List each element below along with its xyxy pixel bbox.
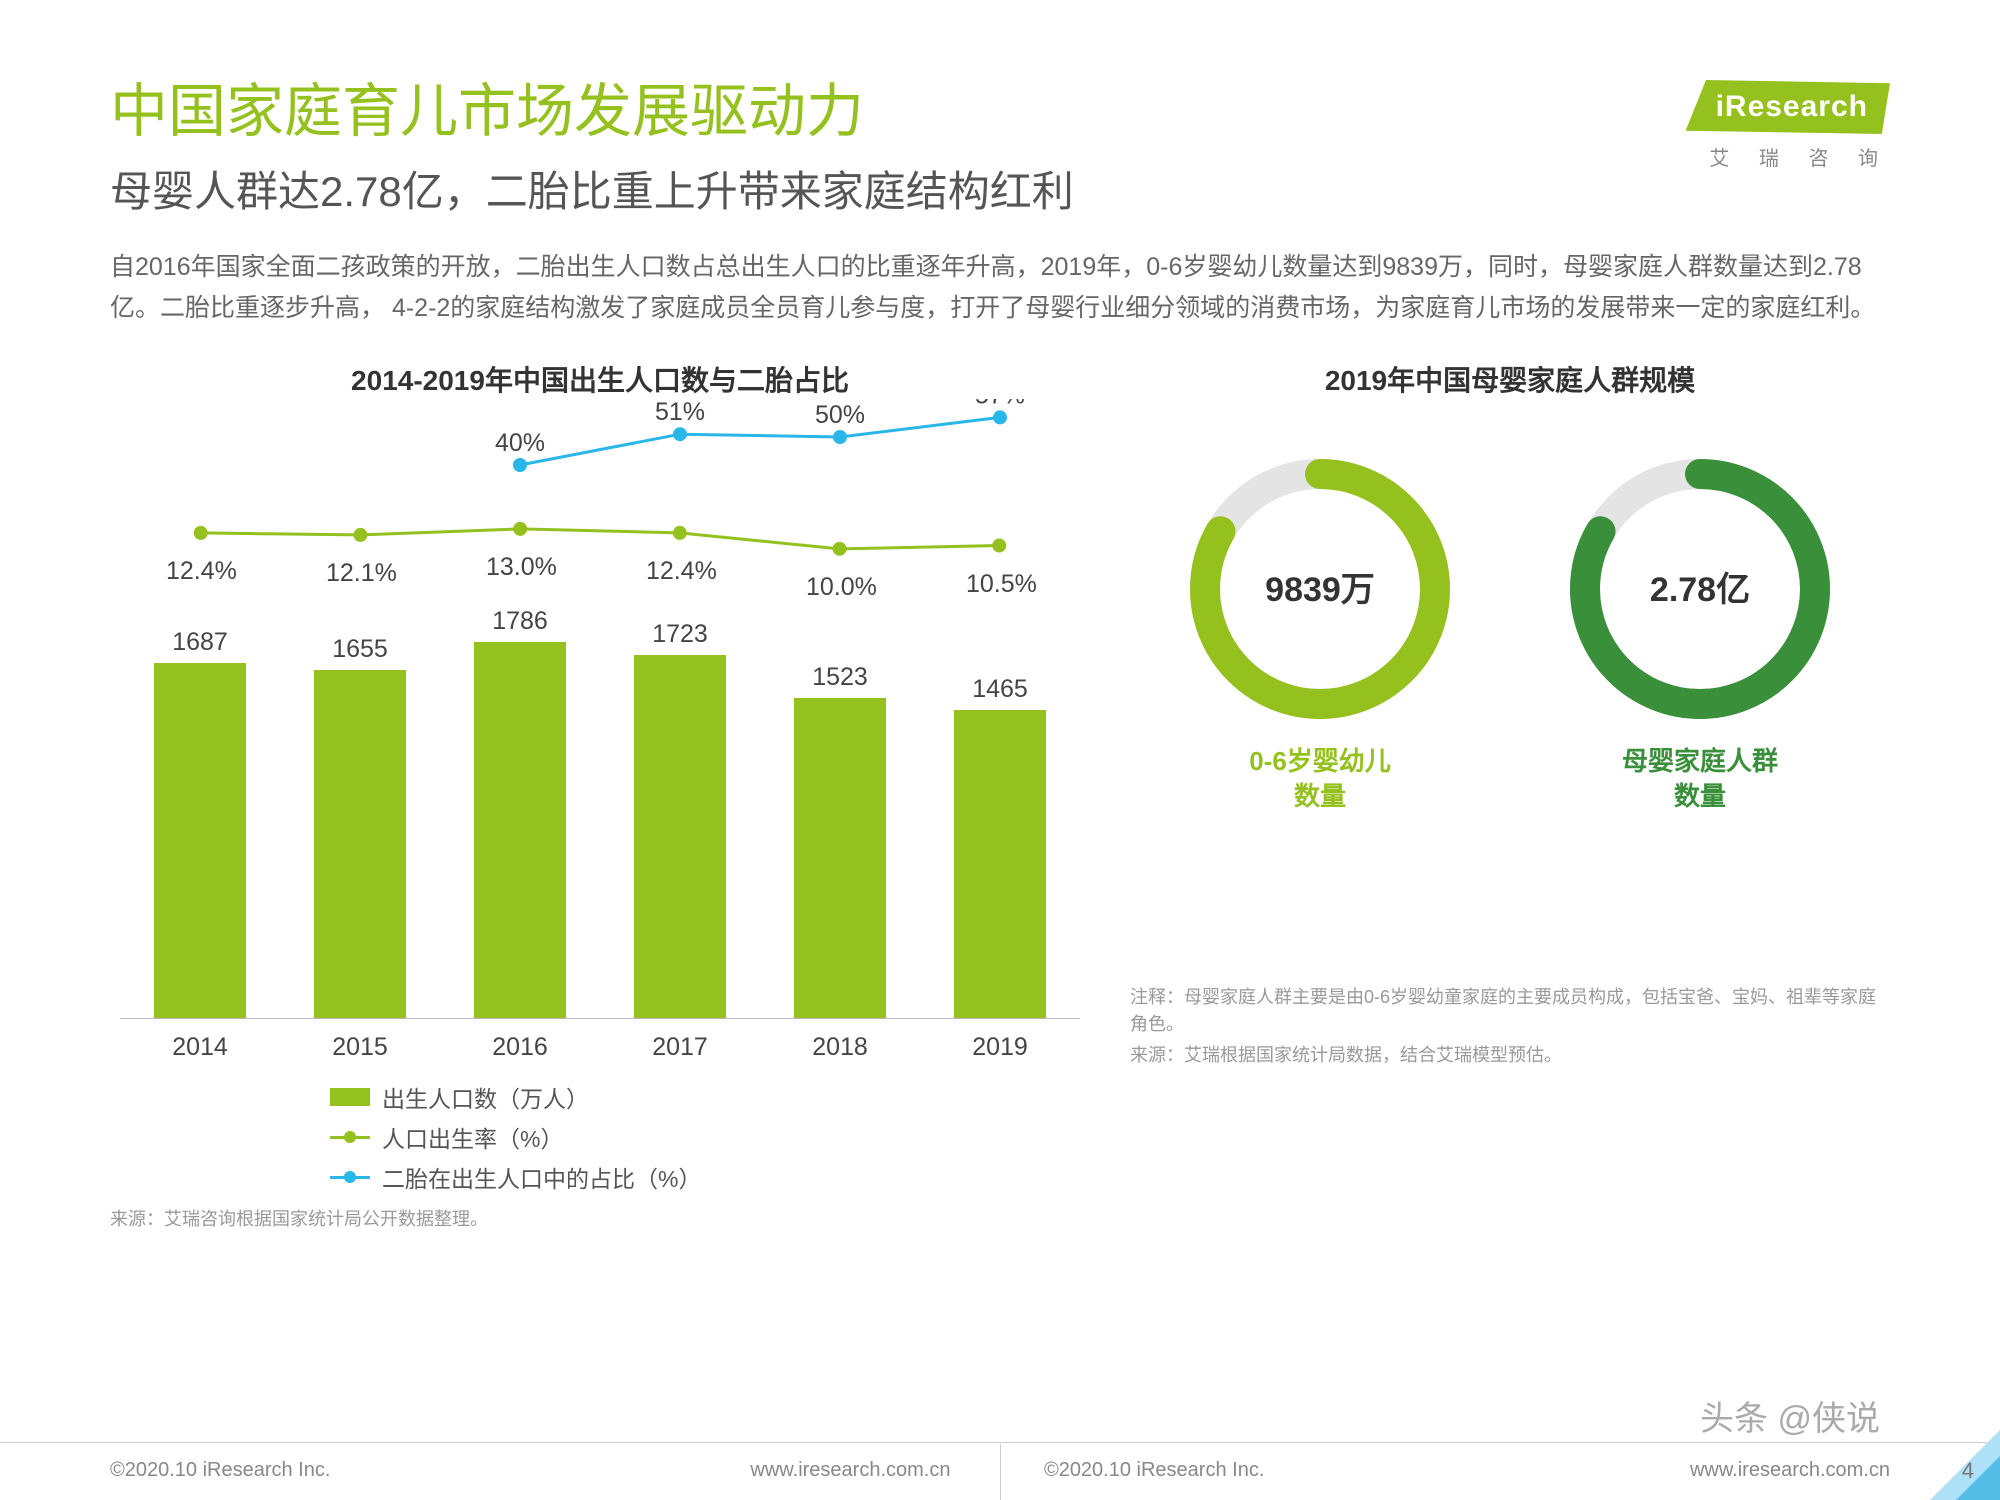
right-source: 来源：艾瑞根据国家统计局数据，结合艾瑞模型预估。 <box>1130 1042 1890 1069</box>
legend-item: 出生人口数（万人） <box>330 1080 1090 1114</box>
watermark: 头条 @侠说 <box>1700 1391 1880 1440</box>
bar-col: 1523 <box>760 479 920 1018</box>
right-chart-title: 2019年中国母婴家庭人群规模 <box>1130 359 1890 399</box>
legend-label: 出生人口数（万人） <box>382 1080 589 1114</box>
bar-value-label: 1465 <box>972 675 1028 704</box>
bar-col: 1786 <box>440 479 600 1018</box>
footer-left-copy: ©2020.10 iResearch Inc. <box>110 1459 330 1481</box>
body-paragraph: 自2016年国家全面二孩政策的开放，二胎出生人口数占总出生人口的比重逐年升高，2… <box>110 247 1890 330</box>
legend: 出生人口数（万人） 人口出生率（%） 二胎在出生人口中的占比（%） <box>330 1080 1090 1194</box>
svg-text:50%: 50% <box>815 401 865 429</box>
page-subtitle: 母婴人群达2.78亿，二胎比重上升带来家庭结构红利 <box>110 158 1890 219</box>
brand-logo: iResearch 艾 瑞 咨 询 <box>1686 80 1890 171</box>
footer-right-copy: ©2020.10 iResearch Inc. <box>1044 1459 1264 1481</box>
svg-text:51%: 51% <box>655 399 705 426</box>
bar-value-label: 1655 <box>332 635 388 664</box>
xaxis-label: 2019 <box>920 1033 1080 1062</box>
svg-text:9839万: 9839万 <box>1265 571 1375 609</box>
logo-text: iResearch <box>1686 80 1890 134</box>
left-chart-title: 2014-2019年中国出生人口数与二胎占比 <box>110 359 1090 399</box>
bar <box>314 670 406 1019</box>
bar <box>474 642 566 1018</box>
xaxis-label: 2018 <box>760 1033 920 1062</box>
xaxis-label: 2017 <box>600 1033 760 1062</box>
right-note: 注释：母婴家庭人群主要是由0-6岁婴幼童家庭的主要成员构成，包括宝爸、宝妈、祖辈… <box>1130 984 1890 1038</box>
bar-col: 1687 <box>120 479 280 1018</box>
donut: 9839万 0-6岁婴幼儿数量 <box>1190 459 1450 814</box>
left-source: 来源：艾瑞咨询根据国家统计局公开数据整理。 <box>110 1206 1090 1233</box>
bar-value-label: 1786 <box>492 607 548 636</box>
logo-subtext: 艾 瑞 咨 询 <box>1686 142 1890 171</box>
donut: 2.78亿 母婴家庭人群数量 <box>1570 459 1830 814</box>
svg-text:2.78亿: 2.78亿 <box>1650 571 1750 609</box>
right-panel: 2019年中国母婴家庭人群规模 9839万 0-6岁婴幼儿数量 2.78亿 母婴… <box>1130 359 1890 1233</box>
left-chart: 2014-2019年中国出生人口数与二胎占比 40% 51% 50% 57% 1687… <box>110 359 1090 1233</box>
bar-value-label: 1723 <box>652 620 708 649</box>
legend-label: 人口出生率（%） <box>382 1120 563 1154</box>
bar <box>634 655 726 1018</box>
page-number: 4 <box>1962 1458 1974 1484</box>
bar-col: 1655 <box>280 479 440 1018</box>
bar-col: 1723 <box>600 479 760 1018</box>
legend-item: 二胎在出生人口中的占比（%） <box>330 1160 1090 1194</box>
xaxis-label: 2014 <box>120 1033 280 1062</box>
bar <box>154 663 246 1018</box>
footer-left-url: www.iresearch.com.cn <box>750 1459 950 1482</box>
xaxis-label: 2016 <box>440 1033 600 1062</box>
bar-value-label: 1687 <box>172 628 228 657</box>
svg-text:40%: 40% <box>495 429 545 457</box>
svg-text:57%: 57% <box>975 399 1025 409</box>
legend-label: 二胎在出生人口中的占比（%） <box>382 1160 701 1194</box>
xaxis-label: 2015 <box>280 1033 440 1062</box>
bar-value-label: 1523 <box>812 663 868 692</box>
bar <box>794 698 886 1019</box>
bar-col: 1465 <box>920 479 1080 1018</box>
footer-right-url: www.iresearch.com.cn <box>1690 1459 1890 1481</box>
bar <box>954 710 1046 1019</box>
legend-item: 人口出生率（%） <box>330 1120 1090 1154</box>
page-title: 中国家庭育儿市场发展驱动力 <box>110 80 1890 144</box>
